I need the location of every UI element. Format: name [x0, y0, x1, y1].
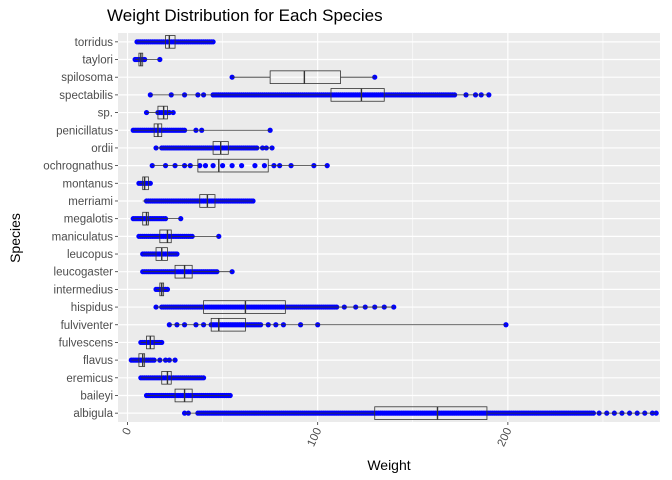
box-montanus: [142, 176, 149, 191]
box-sp.: [157, 105, 168, 120]
box-albigula: [374, 406, 488, 420]
box-maniculatus: [159, 229, 172, 244]
y-tick-label: baileyi: [80, 390, 113, 402]
y-tick-label: ochrognathus: [43, 161, 113, 173]
box-spilosoma: [269, 70, 341, 84]
y-tick-label: hispidus: [71, 302, 113, 314]
data-point-ochrognathus: [239, 163, 245, 169]
data-point-ochrognathus: [261, 163, 268, 169]
y-tick-label: penicillatus: [56, 125, 113, 137]
y-tick-label: megalotis: [64, 214, 113, 226]
box-hispidus: [203, 300, 286, 314]
y-tick-label: ordii: [91, 143, 113, 155]
y-tick-label: leucogaster: [54, 267, 114, 279]
data-point-ochrognathus: [210, 163, 216, 169]
data-point-ochrognathus: [197, 163, 203, 169]
data-point-ochrognathus: [149, 163, 155, 169]
box-ochrognathus: [197, 158, 269, 173]
y-tick-label: eremicus: [66, 373, 113, 385]
y-tick-label: torridus: [75, 37, 114, 49]
box-plots: [131, 35, 657, 420]
box-baileyi: [174, 388, 193, 403]
y-tick-label: sp.: [98, 108, 113, 120]
data-point-fulviventer: [166, 322, 172, 328]
box-fulviventer: [210, 317, 246, 332]
y-tick-labels: torridus taylori spilosoma spectabilis sp. pe…: [43, 37, 118, 420]
y-tick-label: fulviventer: [61, 320, 114, 332]
y-axis-title: Species: [7, 213, 23, 263]
y-tick-label: maniculatus: [52, 231, 114, 243]
plot-panel: [118, 33, 660, 422]
data-point-ochrognathus: [229, 163, 235, 169]
y-tick-label: leucopus: [67, 249, 113, 261]
box-flavus: [138, 353, 146, 367]
y-tick-label: flavus: [83, 355, 113, 367]
y-tick-label: merriami: [68, 196, 113, 208]
box-leucogaster: [174, 264, 193, 279]
x-tick-label: 100: [305, 426, 324, 448]
data-point-sp.: [143, 109, 150, 116]
y-tick-label: taylori: [82, 55, 113, 67]
y-tick-label: spilosoma: [61, 72, 113, 84]
x-axis-title: Weight: [367, 457, 410, 473]
data-point-spilosoma: [229, 74, 235, 80]
x-tick-label: 200: [496, 426, 515, 448]
data-point-ochrognathus: [252, 163, 258, 169]
x-tick-label: 0: [121, 426, 135, 437]
data-point-albigula: [653, 410, 659, 416]
box-torridus: [165, 35, 176, 49]
data-point-ochrognathus: [202, 163, 209, 169]
box-spectabilis: [330, 88, 385, 102]
y-tick-label: spectabilis: [59, 90, 113, 102]
box-eremicus: [161, 371, 172, 385]
box-megalotis: [142, 211, 149, 226]
data-point-spectabilis: [147, 92, 153, 98]
y-tick-label: montanus: [62, 178, 113, 190]
y-tick-label: intermedius: [54, 284, 114, 296]
chart-title: Weight Distribution for Each Species: [107, 6, 383, 25]
data-point-ochrognathus: [219, 163, 226, 169]
y-tick-label: fulvescens: [59, 337, 114, 349]
y-tick-label: albigula: [73, 408, 113, 420]
x-tick-labels: 0 100 200: [121, 422, 515, 449]
